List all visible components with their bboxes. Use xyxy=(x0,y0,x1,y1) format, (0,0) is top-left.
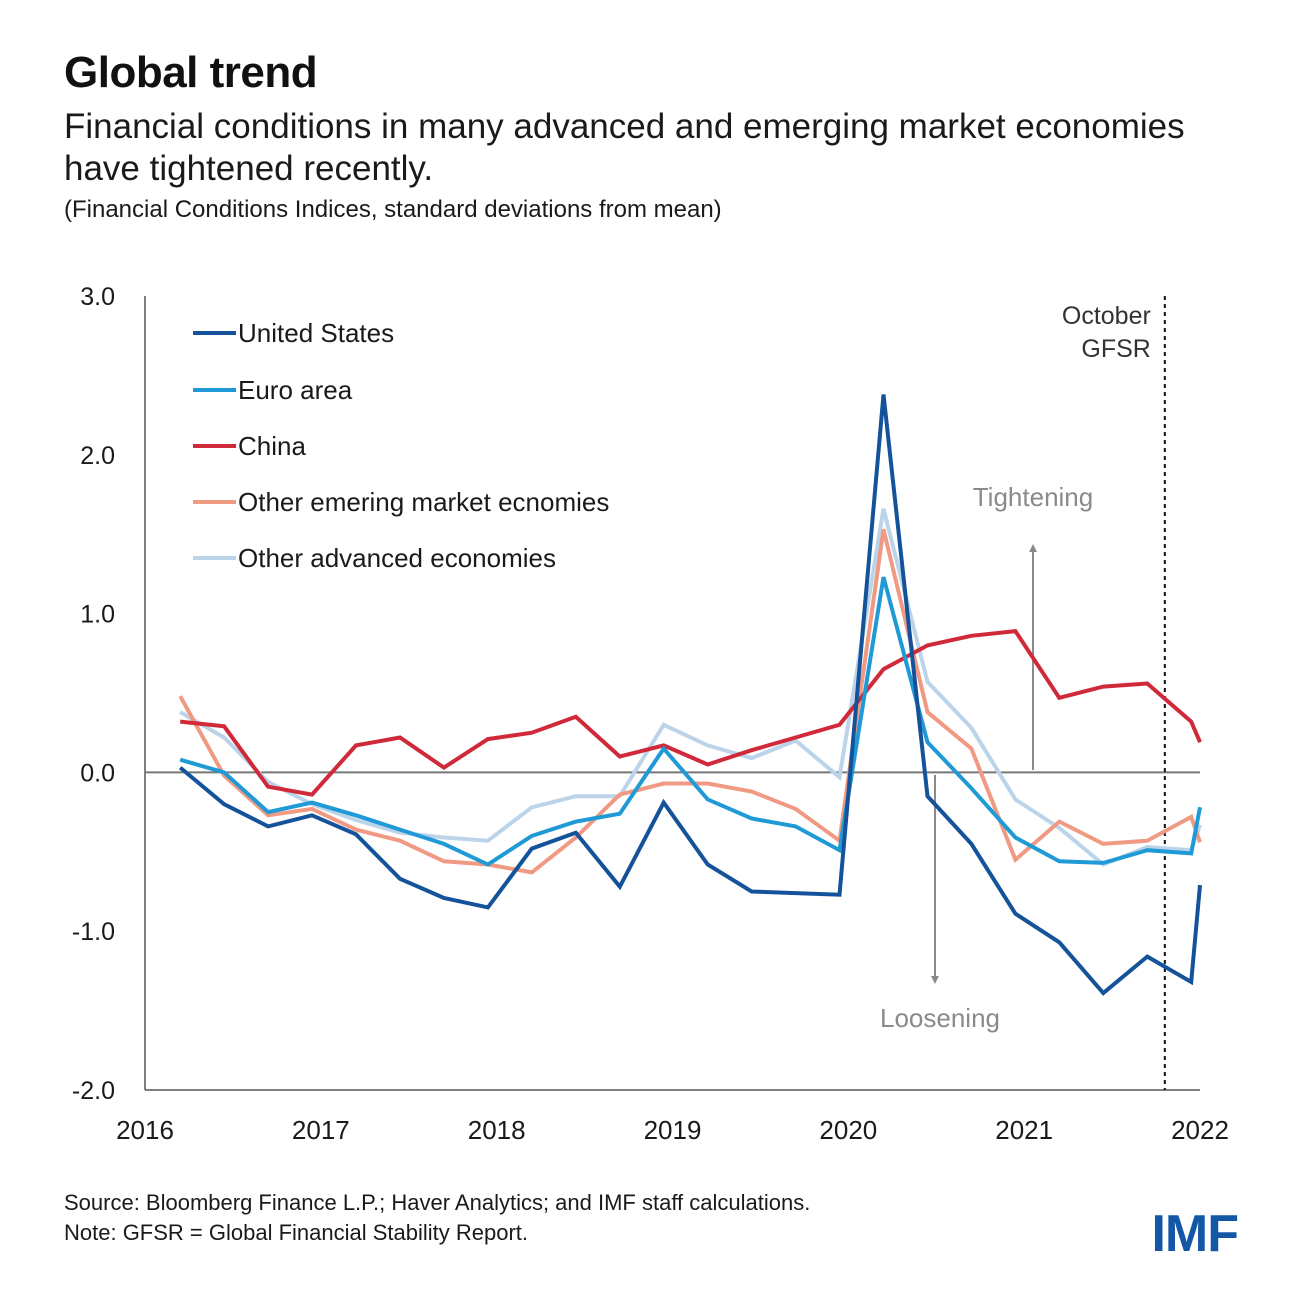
loosening-label: Loosening xyxy=(880,1003,1000,1033)
chart-units-note: (Financial Conditions Indices, standard … xyxy=(64,196,722,223)
x-tick-label: 2017 xyxy=(292,1115,350,1145)
source-note: Source: Bloomberg Finance L.P.; Haver An… xyxy=(64,1190,811,1215)
series-line-united-states xyxy=(178,394,1202,996)
series-line-other-emering-market-ecnomies xyxy=(178,528,1202,875)
x-tick-label: 2021 xyxy=(995,1115,1053,1145)
y-tick-label: 2.0 xyxy=(80,442,115,470)
legend-label: Euro area xyxy=(238,375,353,405)
chart-subtitle: Financial conditions in many advanced an… xyxy=(64,107,1185,188)
y-tick-label: -2.0 xyxy=(72,1077,115,1105)
y-tick-label: 1.0 xyxy=(80,601,115,629)
x-tick-label: 2022 xyxy=(1171,1115,1229,1145)
y-tick-label: 0.0 xyxy=(80,759,115,787)
y-tick-label: 3.0 xyxy=(80,283,115,311)
x-tick-label: 2016 xyxy=(116,1115,174,1145)
legend-label: Other advanced economies xyxy=(238,543,556,573)
legend-label: United States xyxy=(238,318,394,348)
x-tick-label: 2020 xyxy=(819,1115,877,1145)
chart-footer: Source: Bloomberg Finance L.P.; Haver An… xyxy=(64,1188,810,1248)
series-line-euro-area xyxy=(179,576,1202,867)
series-line-other-advanced-economies xyxy=(179,508,1202,867)
y-tick-label: -1.0 xyxy=(72,918,115,946)
tightening-label: Tightening xyxy=(973,482,1093,512)
imf-logo: IMF xyxy=(1151,1205,1239,1263)
gfsr-note: Note: GFSR = Global Financial Stability … xyxy=(64,1220,529,1245)
legend-label: Other emering market ecnomies xyxy=(238,487,609,517)
series-line-china xyxy=(179,628,1202,797)
chart-title: Global trend xyxy=(64,48,318,97)
x-tick-label: 2018 xyxy=(468,1115,526,1145)
x-tick-label: 2019 xyxy=(644,1115,702,1145)
gfsr-label: October xyxy=(1062,302,1151,330)
legend-label: China xyxy=(238,431,306,461)
gfsr-label: GFSR xyxy=(1081,335,1150,363)
